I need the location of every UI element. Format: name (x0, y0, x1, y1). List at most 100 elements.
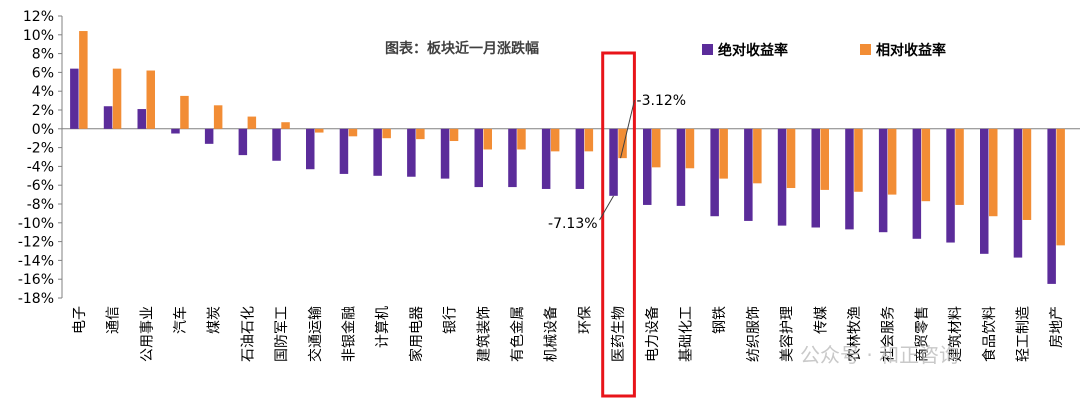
bar-relative-25 (921, 128, 931, 202)
highlight-box (601, 51, 636, 398)
x-category-label: 社会服务 (881, 306, 897, 362)
bar-absolute-21 (777, 128, 787, 226)
bar-relative-18 (685, 128, 695, 169)
bar-relative-2 (146, 70, 155, 129)
x-category-label: 美容护理 (779, 306, 796, 362)
bar-relative-21 (786, 128, 796, 189)
bar-absolute-10 (407, 128, 416, 177)
y-tick-label: -10% (18, 216, 54, 232)
legend: 绝对收益率 相对收益率 (702, 42, 946, 59)
annotation-relative: -3.12% (637, 93, 687, 109)
bar-absolute-16 (609, 128, 618, 196)
x-category-label: 钢铁 (712, 306, 728, 334)
y-tick-label: -16% (18, 272, 54, 288)
bar-relative-24 (887, 128, 897, 195)
category-labels: 电子 通信 公用事业 汽车 煤炭 石油石化 国防军工 交通运输 非银金融 计算机 家用电器 银行 建筑装… (72, 306, 1065, 362)
x-category-label: 通信 (106, 306, 122, 334)
x-category-label: 房地产 (1049, 306, 1065, 348)
bar-relative-17 (652, 128, 661, 168)
legend-label-relative: 相对收益率 (876, 42, 946, 59)
bar-absolute-9 (373, 128, 382, 176)
bar-relative-4 (213, 105, 223, 129)
bar-absolute-3 (171, 128, 180, 134)
bar-relative-8 (348, 128, 358, 137)
y-tick-label: 10% (23, 28, 54, 44)
y-tick-label: -14% (18, 253, 54, 269)
bar-absolute-22 (811, 128, 820, 228)
bar-absolute-1 (103, 106, 113, 129)
bar-absolute-11 (440, 128, 450, 179)
x-category-label: 传媒 (813, 306, 829, 334)
y-tick-label: -2% (27, 141, 54, 157)
y-tick-label: 4% (32, 84, 54, 100)
bar-absolute-2 (137, 109, 146, 129)
bar-absolute-20 (744, 128, 753, 221)
x-category-label: 有色金属 (509, 306, 526, 362)
bar-absolute-12 (474, 128, 483, 188)
y-tick-label: 0% (32, 122, 54, 138)
annotation-absolute: -7.13% (548, 216, 598, 232)
x-category-label: 轻工制造 (1015, 306, 1031, 362)
bar-absolute-7 (306, 128, 315, 170)
x-category-label: 环保 (577, 306, 593, 334)
bar-absolute-8 (339, 128, 349, 174)
bar-relative-0 (79, 31, 88, 129)
bar-relative-19 (719, 128, 728, 179)
x-category-label: 基础化工 (677, 306, 694, 362)
x-category-label: 机械设备 (543, 306, 560, 362)
bar-absolute-14 (541, 128, 551, 189)
bar-absolute-15 (575, 128, 585, 189)
bar-relative-15 (584, 128, 594, 152)
bar-relative-28 (1022, 128, 1032, 220)
x-category-label: 石油石化 (240, 306, 256, 362)
bars (70, 31, 1065, 284)
x-category-label: 建筑装饰 (476, 306, 492, 362)
x-category-label: 煤炭 (207, 306, 223, 334)
x-category-label: 农林牧渔 (847, 306, 863, 362)
bar-absolute-28 (1013, 128, 1023, 258)
bar-absolute-17 (643, 128, 652, 205)
bar-absolute-27 (980, 128, 989, 254)
x-category-label: 汽车 (172, 306, 189, 334)
bar-absolute-25 (912, 128, 922, 239)
y-tick-label: -8% (27, 197, 54, 213)
bar-absolute-24 (878, 128, 888, 233)
x-category-label: 建筑材料 (948, 306, 964, 362)
y-tick-label: -6% (27, 178, 54, 194)
x-category-label: 非银金融 (341, 306, 357, 362)
y-axis: 12% 10% 8% 6% 4% 2% 0% -2% -4% -6% -8% -10% -12% -14%… (18, 9, 1080, 307)
x-category-label: 商贸零售 (914, 306, 930, 362)
x-category-label: 家用电器 (408, 306, 425, 362)
bar-relative-11 (449, 128, 459, 142)
bar-relative-1 (112, 68, 122, 129)
y-tick-label: -12% (18, 235, 54, 251)
annotations: -3.12% -7.13% (548, 93, 686, 232)
bar-relative-23 (854, 128, 863, 192)
watermark: 公众号 · 和正咨询 (800, 343, 959, 367)
bar-relative-26 (955, 128, 964, 205)
legend-swatch-absolute (702, 44, 713, 55)
chart-title: 图表：板块近一月涨跌幅 (385, 40, 539, 57)
bar-absolute-5 (238, 128, 248, 156)
x-category-label: 国防军工 (274, 306, 290, 362)
x-category-label: 计算机 (375, 306, 391, 348)
bar-absolute-29 (1047, 128, 1056, 284)
x-category-label: 电力设备 (644, 306, 661, 362)
bar-relative-14 (550, 128, 560, 152)
bar-relative-10 (416, 128, 425, 140)
y-tick-label: 2% (32, 103, 54, 119)
x-category-label: 医药生物 (611, 306, 627, 362)
bar-relative-20 (753, 128, 762, 184)
bar-relative-12 (483, 128, 492, 150)
bar-relative-3 (180, 95, 189, 129)
y-tick-label: -18% (18, 291, 54, 307)
annotation-leader-relative (620, 99, 636, 159)
bar-relative-9 (382, 128, 391, 139)
bar-relative-29 (1056, 128, 1065, 246)
x-category-label: 交通运输 (307, 306, 324, 362)
y-tick-label: 12% (23, 9, 54, 25)
y-tick-label: -4% (27, 159, 54, 175)
x-category-label: 电子 (72, 306, 88, 334)
bar-relative-7 (315, 128, 324, 133)
